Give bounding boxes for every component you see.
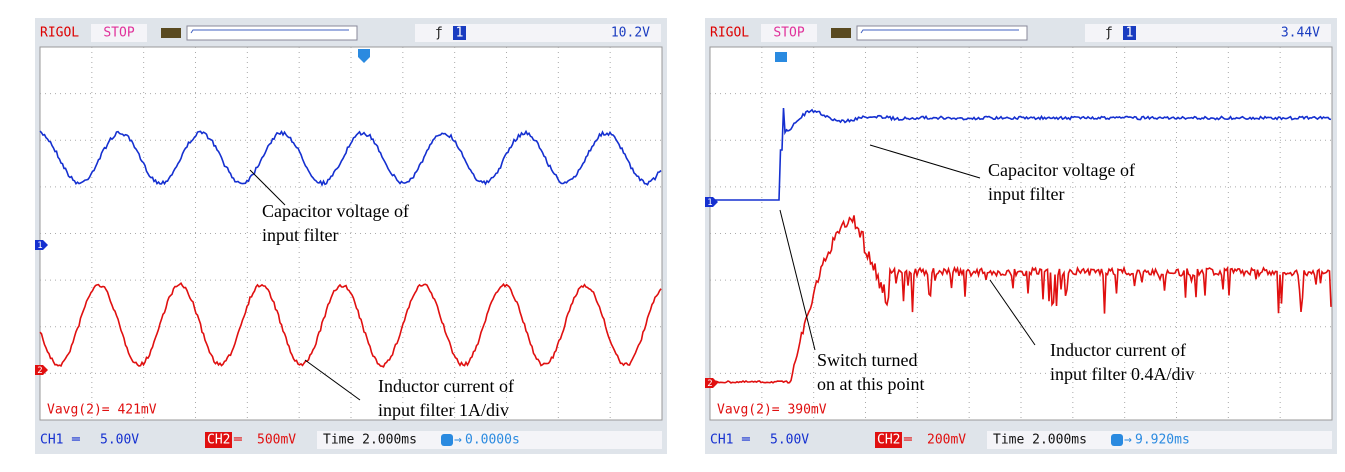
- measurement: Vavg(2)= 390mV: [717, 403, 827, 418]
- annotation-text: Switch turned: [817, 350, 918, 370]
- annotation-text: input filter: [262, 225, 338, 245]
- offset-arrow: →: [454, 433, 462, 448]
- timebase: Time 2.000ms: [993, 433, 1087, 448]
- status: STOP: [773, 26, 804, 41]
- ch1-coupling-icon: ═: [741, 433, 750, 448]
- annotation-text: Capacitor voltage of: [262, 201, 409, 221]
- oscilloscope-panel: RIGOLSTOPƒ110.2V12Capacitor voltage ofin…: [35, 18, 667, 454]
- trigger-source: 1: [1126, 26, 1134, 41]
- trigger-offset: 0.0000s: [465, 433, 520, 448]
- brand: RIGOL: [40, 26, 79, 41]
- ch2-scale: 500mV: [257, 433, 296, 448]
- battery-icon: [831, 28, 851, 38]
- ch2-label: CH2: [207, 433, 230, 448]
- offset-icon: [441, 434, 453, 446]
- annotation-text: input filter: [988, 184, 1064, 204]
- trigger-edge-icon: ƒ: [1105, 26, 1113, 41]
- channel-marker-label: 1: [37, 241, 42, 251]
- ch1-scale: 5.00V: [100, 433, 139, 448]
- annotation-text: Inductor current of: [378, 376, 514, 396]
- memory-bar: [857, 26, 1027, 40]
- trigger-position-marker: [775, 52, 787, 62]
- measurement: Vavg(2)= 421mV: [47, 403, 157, 418]
- trigger-level: 3.44V: [1281, 26, 1320, 41]
- ch1-coupling-icon: ═: [71, 433, 80, 448]
- annotation-text: Inductor current of: [1050, 340, 1186, 360]
- ch1-label: CH1: [40, 433, 63, 448]
- trigger-level: 10.2V: [611, 26, 650, 41]
- status: STOP: [103, 26, 134, 41]
- annotation-text: input filter 0.4A/div: [1050, 364, 1194, 384]
- battery-icon: [161, 28, 181, 38]
- ch2-label: CH2: [877, 433, 900, 448]
- annotation-text: input filter 1A/div: [378, 400, 509, 420]
- channel-marker-label: 2: [37, 366, 42, 376]
- offset-arrow: →: [1124, 433, 1132, 448]
- trigger-edge-icon: ƒ: [435, 26, 443, 41]
- screenshot: RIGOLSTOPƒ110.2V12Capacitor voltage ofin…: [0, 0, 1345, 472]
- ch2-scale: 200mV: [927, 433, 966, 448]
- trigger-offset: 9.920ms: [1135, 433, 1190, 448]
- annotation-text: Capacitor voltage of: [988, 160, 1135, 180]
- channel-marker-label: 1: [707, 198, 712, 208]
- brand: RIGOL: [710, 26, 749, 41]
- ch2-coupling-icon: ═: [233, 433, 242, 448]
- ch1-scale: 5.00V: [770, 433, 809, 448]
- channel-marker-label: 2: [707, 379, 712, 389]
- timebase: Time 2.000ms: [323, 433, 417, 448]
- ch1-label: CH1: [710, 433, 733, 448]
- oscilloscope-panel: RIGOLSTOPƒ13.44V12Capacitor voltage ofin…: [705, 18, 1337, 454]
- trigger-source: 1: [456, 26, 464, 41]
- annotation-text: on at this point: [817, 374, 925, 394]
- offset-icon: [1111, 434, 1123, 446]
- ch2-coupling-icon: ═: [903, 433, 912, 448]
- memory-bar: [187, 26, 357, 40]
